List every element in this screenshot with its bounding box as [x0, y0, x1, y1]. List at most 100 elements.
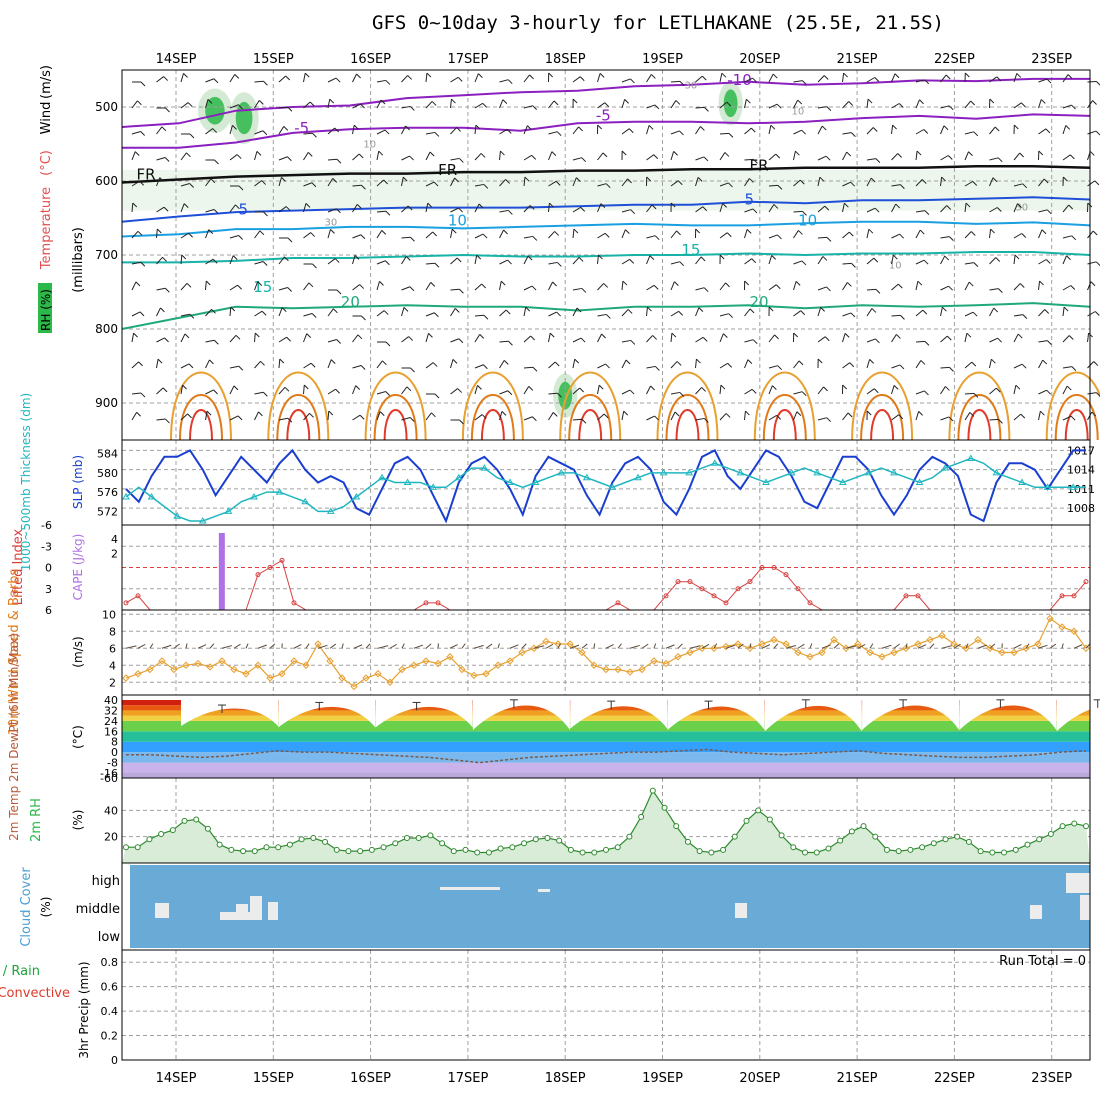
wind-barb-staff: [1014, 255, 1015, 264]
precip-ylabel: 3hr Precip (mm): [77, 961, 91, 1058]
wind-barb-staff: [279, 337, 287, 342]
wind-barb-staff: [1014, 364, 1022, 368]
wind-barb-staff: [426, 313, 434, 316]
wind-barb: [500, 391, 512, 395]
wind-barb-flag: [557, 312, 561, 316]
wind-barb: [500, 210, 513, 214]
cloud-patch: [538, 889, 550, 892]
wind-barb: [475, 234, 487, 238]
wind-barb: [230, 366, 243, 370]
wind-barb: [696, 337, 708, 342]
wind-barb-staff: [867, 359, 870, 368]
wind-barb-flag: [868, 99, 872, 103]
wind-barb-staff: [965, 393, 974, 394]
wind-barb-flag: [825, 337, 829, 341]
wind-barb: [622, 340, 635, 344]
wind-barb-flag: [949, 106, 953, 110]
wind-barb-flag: [189, 364, 193, 368]
chart-title: GFS 0~10day 3-hourly for LETLHAKANE (25.…: [372, 12, 944, 34]
wind-barb-staff: [426, 152, 430, 160]
wind-barb-flag: [776, 154, 780, 158]
wind-barb-flag: [404, 307, 408, 311]
wind-barb-flag: [802, 261, 806, 265]
wind-barb-flag: [726, 283, 730, 287]
wind-barb-staff: [426, 282, 431, 290]
wind-barb-staff: [696, 418, 705, 420]
wind-barb: [696, 126, 705, 134]
wind-barb: [426, 232, 437, 238]
wind-barb: [500, 80, 513, 84]
wind-barb: [647, 74, 656, 82]
rh-point: [533, 837, 538, 842]
wind-barb-flag: [188, 103, 192, 107]
wind-barb: [1088, 131, 1100, 135]
wind-barb-staff: [328, 229, 330, 238]
wind-barb: [402, 156, 414, 160]
wind-barb-10m: [354, 645, 362, 649]
wind-barb-flag: [925, 341, 929, 345]
wind-barb-staff: [1014, 334, 1018, 342]
wind-barb-10m: [642, 644, 648, 648]
wind-barb: [524, 417, 536, 421]
wind-barb-flag: [555, 362, 559, 366]
wind-barb-flag: [924, 130, 928, 134]
wind-barb-flag: [1020, 153, 1024, 157]
wind-tick-label: 8: [109, 625, 116, 638]
wind-barb: [598, 385, 604, 394]
wind-barb: [353, 255, 359, 264]
wind-barb-10m: [834, 644, 839, 648]
wind-barb: [353, 386, 360, 394]
wind-barb: [990, 388, 1001, 394]
wind-barb-staff: [132, 412, 137, 420]
wind-barb-staff: [377, 361, 382, 368]
wind-barb-flag: [481, 153, 485, 157]
wind-barb-flag: [287, 337, 291, 341]
wind-barb-staff: [990, 258, 996, 264]
wind-barb-staff: [818, 107, 827, 108]
wind-barb-staff: [549, 412, 554, 420]
isotherm-line: [122, 303, 1090, 329]
wind-barb: [549, 362, 560, 368]
wind-barb: [720, 363, 732, 368]
wind-barb-staff: [524, 336, 531, 342]
wind-barb-staff: [451, 229, 453, 238]
wind-barb-10m: [306, 644, 309, 649]
rh-point: [896, 849, 901, 854]
wind-barb: [328, 411, 333, 420]
wind-barb: [206, 360, 214, 368]
wind-barb: [549, 412, 558, 420]
wind-barb-flag: [625, 230, 629, 234]
wind-barb-staff: [549, 262, 558, 264]
rh-point: [650, 788, 655, 793]
wind-barb: [377, 261, 389, 265]
wind-barb: [622, 151, 626, 160]
wind-barb: [1088, 101, 1097, 108]
wind-barb-flag: [311, 363, 315, 367]
wind-barb: [671, 262, 684, 266]
wind-barb: [671, 412, 679, 420]
wind-barb: [941, 367, 954, 371]
li-tick-label: -3: [41, 540, 52, 553]
wind-barb-10m: [594, 643, 595, 648]
wind-barb: [1014, 234, 1026, 239]
wind-barb-staff: [279, 126, 284, 134]
rh-point: [323, 839, 328, 844]
wind-barb-flag: [504, 360, 508, 364]
wind-barb: [598, 153, 608, 160]
wind-barb-flag: [699, 308, 703, 312]
wind-barb-flag: [898, 284, 902, 288]
cloud-patch: [250, 896, 262, 920]
thickness-line: [126, 458, 1086, 521]
wind-barb-staff: [524, 286, 532, 290]
wind10m-unit: (m/s): [71, 636, 85, 667]
wind-barb-staff: [598, 314, 607, 316]
wind-barb: [867, 159, 880, 163]
wind-barb-flag: [893, 125, 897, 129]
wind-barb-staff: [892, 334, 897, 342]
wind-barb-flag: [530, 75, 534, 79]
wind-barb-flag: [795, 151, 799, 155]
wind-barb-flag: [557, 262, 561, 266]
wind-barb-flag: [386, 342, 390, 346]
wind-barb-flag: [1096, 82, 1100, 86]
wind-barb: [1063, 307, 1068, 316]
